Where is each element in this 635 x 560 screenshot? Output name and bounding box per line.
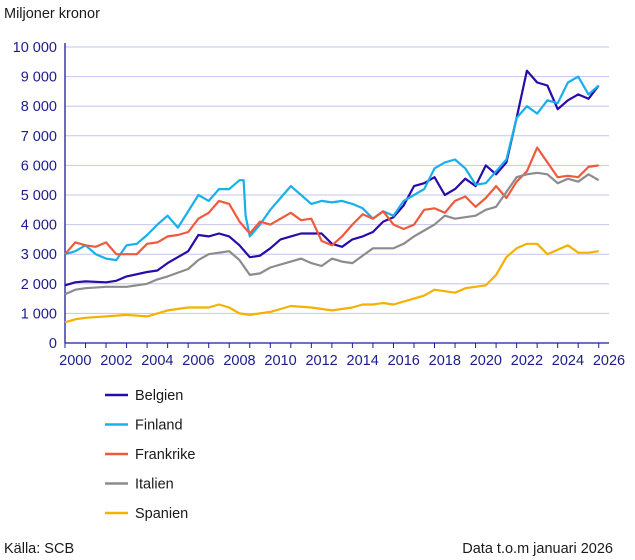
x-tick-label: 2020 xyxy=(470,353,502,369)
series-line-belgien xyxy=(64,69,600,287)
y-tick-label: 6 000 xyxy=(21,158,57,174)
y-axis-label: Miljoner kronor xyxy=(4,6,100,22)
x-tick-label: 2002 xyxy=(100,353,132,369)
x-tick-label: 2014 xyxy=(347,353,379,369)
x-tick-label: 2018 xyxy=(429,353,461,369)
series-line-italien xyxy=(64,171,600,296)
legend-label: Frankrike xyxy=(135,447,195,463)
legend-label: Italien xyxy=(135,477,174,493)
y-tick-labels: 0 1 000 2 000 3 000 4 000 5 000 6 000 7 000 8 00… xyxy=(13,40,57,352)
y-tick-label: 5 000 xyxy=(21,188,57,204)
data-note: Data t.o.m januari 2026 xyxy=(462,541,613,557)
y-tick-label: 8 000 xyxy=(21,99,57,115)
x-tick-labels: 2000 2002 2004 2006 2008 2010 2012 2014 2016 2018… xyxy=(59,353,625,369)
series-lines xyxy=(64,69,600,324)
legend: Belgien Finland Frankrike Italien Spanien xyxy=(105,388,195,522)
legend-label: Finland xyxy=(135,418,183,434)
source-label: Källa: SCB xyxy=(4,541,74,557)
x-tick-label: 2000 xyxy=(59,353,91,369)
x-tick-label: 2022 xyxy=(511,353,543,369)
series-line-finland xyxy=(64,75,600,262)
y-tick-label: 10 000 xyxy=(13,40,57,56)
x-tick-label: 2024 xyxy=(552,353,584,369)
y-tick-label: 0 xyxy=(49,336,57,352)
y-tick-label: 4 000 xyxy=(21,218,57,234)
legend-label: Belgien xyxy=(135,388,183,404)
x-tick-label: 2006 xyxy=(182,353,214,369)
y-tick-label: 7 000 xyxy=(21,129,57,145)
y-tick-label: 2 000 xyxy=(21,277,57,293)
x-tick-label: 2016 xyxy=(388,353,420,369)
series-line-spanien xyxy=(64,242,599,324)
x-tick-label: 2026 xyxy=(593,353,625,369)
y-tick-label: 9 000 xyxy=(21,70,57,86)
y-tick-label: 3 000 xyxy=(21,247,57,263)
x-tick-label: 2004 xyxy=(141,353,173,369)
x-tick-label: 2008 xyxy=(223,353,255,369)
x-tick-label: 2012 xyxy=(305,353,337,369)
x-tick-label: 2010 xyxy=(264,353,296,369)
series-line-frankrike xyxy=(64,146,599,256)
y-tick-label: 1 000 xyxy=(21,306,57,322)
legend-label: Spanien xyxy=(135,506,188,522)
gridlines xyxy=(64,43,609,348)
